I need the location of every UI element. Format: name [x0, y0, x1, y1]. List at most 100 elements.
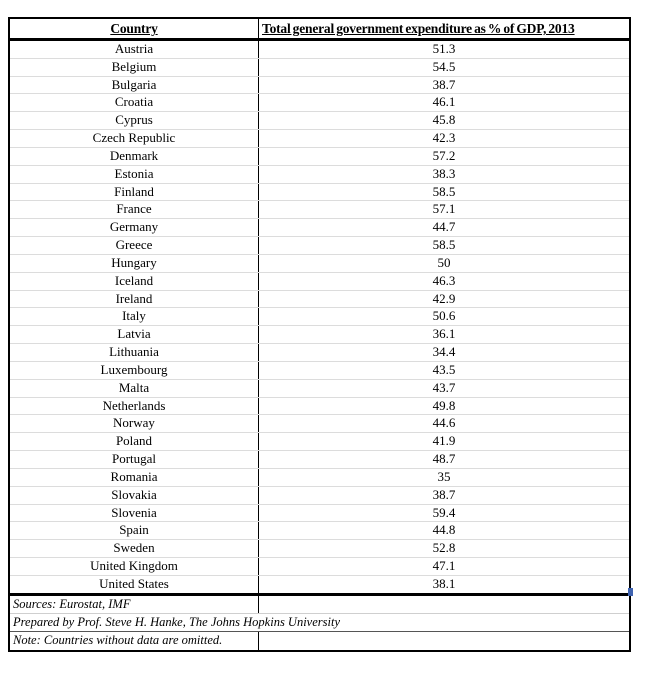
value-cell: 36.1	[432, 326, 456, 342]
value-cell: 52.8	[432, 540, 456, 556]
value-cell: 58.5	[432, 237, 456, 253]
country-cell: Ireland	[10, 290, 259, 308]
country-cell: Hungary	[10, 254, 259, 272]
table-row: Portugal 48.7	[10, 451, 629, 469]
value-cell: 35	[437, 468, 451, 484]
country-cell: Denmark	[10, 147, 259, 165]
table-row: Lithuania 34.4	[10, 344, 629, 362]
table-row: Italy 50.6	[10, 308, 629, 327]
table-row: Romania 35	[10, 468, 629, 487]
table-row: Ireland 42.9	[10, 290, 629, 309]
country-cell: Estonia	[10, 165, 259, 183]
value-cell: 50.6	[432, 308, 456, 324]
table-row: Latvia 36.1	[10, 326, 629, 345]
value-cell: 50	[437, 254, 451, 270]
country-cell: Sweden	[10, 540, 259, 558]
value-cell: 44.6	[432, 415, 456, 431]
country-cell: Bulgaria	[10, 76, 259, 94]
country-cell: Greece	[10, 237, 259, 254]
table-row: Bulgaria 38.7	[10, 76, 629, 95]
country-cell: Belgium	[10, 58, 259, 76]
value-cell: 38.7	[432, 486, 456, 502]
value-cell: 48.7	[432, 451, 456, 467]
column-header-expenditure: Total general government expenditure as …	[262, 21, 575, 36]
table-row: Croatia 46.1	[10, 94, 629, 113]
table-row: Poland 41.9	[10, 433, 629, 452]
value-cell: 46.1	[432, 94, 456, 110]
table-row: Norway 44.6	[10, 415, 629, 434]
value-cell: 42.3	[432, 130, 456, 146]
footnote-note-spacer	[259, 632, 629, 650]
country-cell: Czech Republic	[10, 130, 259, 147]
country-cell: Latvia	[10, 326, 259, 344]
value-cell: 45.8	[432, 112, 456, 128]
table-row: Iceland 46.3	[10, 272, 629, 291]
column-header-country: Country	[10, 19, 259, 38]
table-row: Luxembourg 43.5	[10, 361, 629, 380]
table-row: Austria 51.3	[10, 41, 629, 59]
table-row: Czech Republic 42.3	[10, 130, 629, 148]
footnote-row-sources: Sources: Eurostat, IMF	[10, 595, 629, 614]
fill-handle-icon	[628, 588, 633, 596]
footnote-sources-spacer	[259, 596, 629, 613]
country-cell: Italy	[10, 308, 259, 326]
table-row: Netherlands 49.8	[10, 397, 629, 416]
value-cell: 57.2	[432, 147, 456, 163]
value-cell: 34.4	[432, 344, 456, 360]
table-row: Germany 44.7	[10, 219, 629, 238]
table-row: Denmark 57.2	[10, 147, 629, 166]
value-cell: 42.9	[432, 290, 456, 306]
country-cell: Slovakia	[10, 486, 259, 504]
table-row: Finland 58.5	[10, 183, 629, 202]
footnote-row-prepared: Prepared by Prof. Steve H. Hanke, The Jo…	[10, 614, 629, 632]
expenditure-table: Country Total general government expendi…	[8, 17, 631, 652]
country-cell: France	[10, 201, 259, 219]
table-row: Malta 43.7	[10, 379, 629, 398]
value-cell: 44.8	[432, 522, 456, 538]
value-cell: 46.3	[432, 272, 456, 288]
country-cell: Austria	[10, 41, 259, 58]
country-cell: Romania	[10, 468, 259, 486]
country-cell: Iceland	[10, 272, 259, 290]
header-row: Country Total general government expendi…	[10, 19, 629, 41]
country-cell: Slovenia	[10, 504, 259, 522]
country-cell: Finland	[10, 183, 259, 201]
table-row: Slovakia 38.7	[10, 486, 629, 505]
footnote-prepared-by: Prepared by Prof. Steve H. Hanke, The Jo…	[13, 614, 341, 629]
value-cell: 43.5	[432, 361, 456, 377]
table-row: United Kingdom 47.1	[10, 558, 629, 576]
table-row: Slovenia 59.4	[10, 504, 629, 523]
value-cell: 59.4	[432, 504, 456, 520]
value-cell: 38.3	[432, 165, 456, 181]
country-cell: Poland	[10, 433, 259, 451]
value-cell: 54.5	[432, 58, 456, 74]
table-row: United States 38.1	[10, 575, 629, 596]
footnote-sources: Sources: Eurostat, IMF	[10, 595, 259, 613]
footnote-row-note: Note: Countries without data are omitted…	[10, 631, 629, 650]
value-cell: 38.7	[432, 76, 456, 92]
country-cell: Croatia	[10, 94, 259, 112]
value-cell: 43.7	[432, 379, 456, 395]
country-cell: Portugal	[10, 451, 259, 468]
value-cell: 51.3	[432, 41, 456, 56]
table-row: Estonia 38.3	[10, 165, 629, 184]
table-row: France 57.1	[10, 201, 629, 220]
table-row: Belgium 54.5	[10, 58, 629, 77]
country-cell: United Kingdom	[10, 558, 259, 575]
country-cell: Cyprus	[10, 112, 259, 130]
country-cell: Spain	[10, 522, 259, 540]
value-cell: 58.5	[432, 183, 456, 199]
country-cell: Lithuania	[10, 344, 259, 361]
table-row: Cyprus 45.8	[10, 112, 629, 131]
country-cell: United States	[10, 575, 259, 593]
country-cell: Germany	[10, 219, 259, 237]
country-cell: Malta	[10, 379, 259, 397]
table-row: Hungary 50	[10, 254, 629, 273]
value-cell: 38.1	[432, 575, 456, 591]
country-cell: Netherlands	[10, 397, 259, 415]
country-cell: Norway	[10, 415, 259, 433]
value-cell: 44.7	[432, 219, 456, 235]
country-cell: Luxembourg	[10, 361, 259, 379]
value-cell: 47.1	[432, 558, 456, 574]
value-cell: 41.9	[432, 433, 456, 449]
